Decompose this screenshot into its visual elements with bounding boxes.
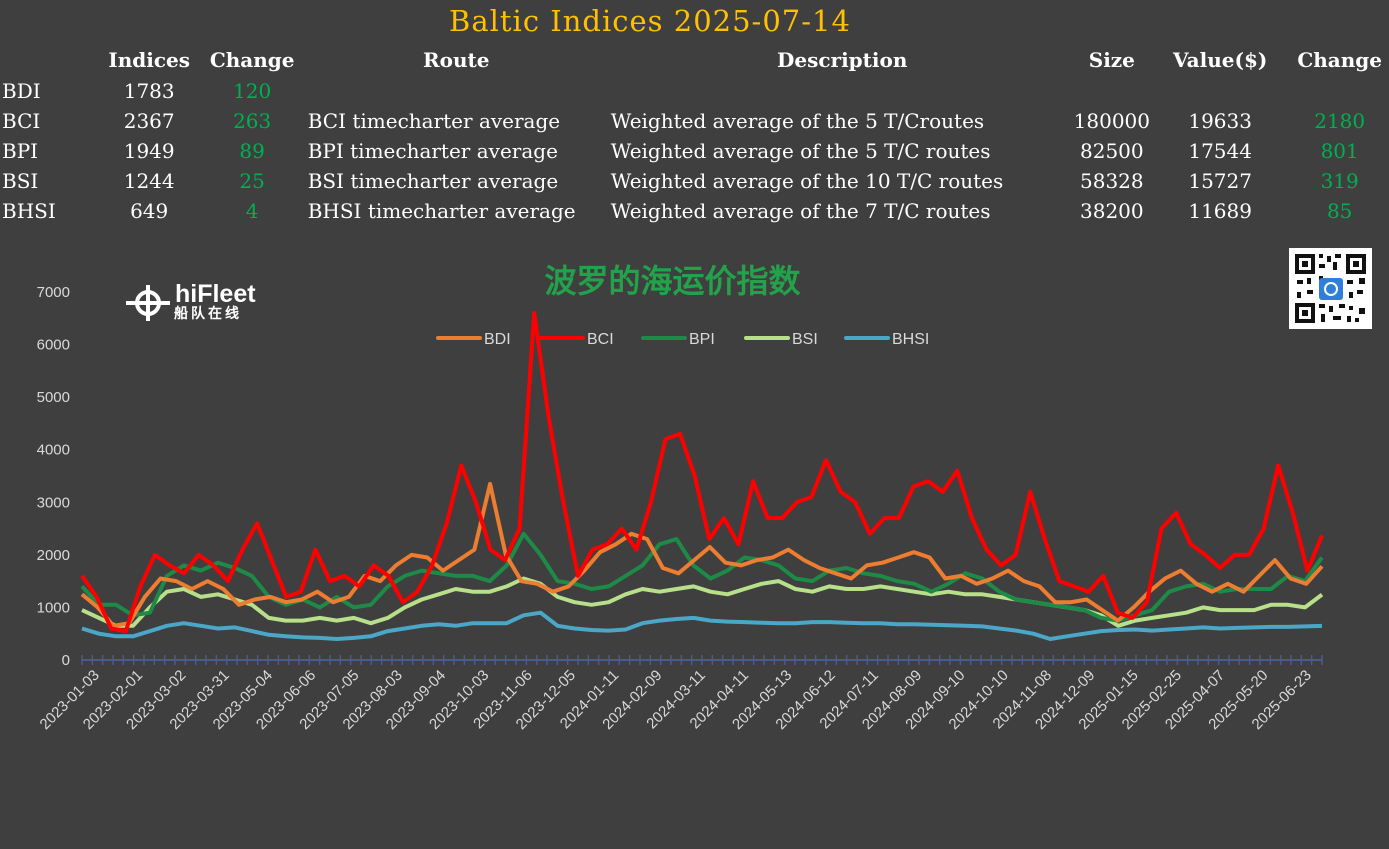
y-tick-label: 1000	[37, 599, 70, 616]
header-name	[2, 44, 98, 76]
header-change-value: Change	[1297, 48, 1382, 72]
indices-table: Indices Change Route Description Size Va…	[2, 44, 1389, 226]
y-tick-label: 3000	[37, 494, 70, 511]
cell-value: 17544	[1188, 139, 1252, 163]
cell-name: BCI	[2, 109, 41, 133]
y-axis: 0 1000 2000 3000 4000 5000 6000 7000	[37, 284, 70, 669]
header-value: Value($)	[1172, 48, 1268, 72]
brand-logo-text: hiFleet	[175, 280, 256, 308]
y-tick-label: 4000	[37, 442, 70, 459]
cell-description: Weighted average of the 5 T/C routes	[610, 139, 991, 163]
legend-label-bdi: BDI	[484, 331, 511, 348]
cell-size: 82500	[1080, 139, 1144, 163]
cell-route: BSI timecharter average	[307, 169, 559, 193]
cell-name: BHSI	[2, 199, 56, 223]
cell-change: 4	[245, 199, 259, 223]
series-line-bsi	[81, 576, 1324, 628]
series-line-bci	[80, 311, 1324, 634]
cell-value: 15727	[1188, 169, 1252, 193]
header-indices: Indices	[108, 48, 190, 72]
cell-name: BSI	[2, 169, 39, 193]
cell-value: 11689	[1188, 199, 1252, 223]
table-row-bci: BCI 2367 263 BCI timecharter average Weighte…	[2, 106, 1389, 136]
cell-size: 180000	[1073, 109, 1150, 133]
cell-index: 1949	[123, 139, 175, 163]
chart-legend: BDI BCI BPI BSI BHSI	[436, 331, 929, 348]
cell-change2: 2180	[1314, 109, 1366, 133]
cell-route: BHSI timecharter average	[307, 199, 576, 223]
cell-index: 2367	[123, 109, 175, 133]
legend-label-bpi: BPI	[689, 331, 715, 348]
cell-name: BPI	[2, 139, 39, 163]
cell-description: Weighted average of the 5 T/Croutes	[610, 109, 985, 133]
cell-change: 120	[233, 79, 272, 103]
table-header-row: Indices Change Route Description Size Va…	[2, 44, 1389, 76]
cell-size: 38200	[1080, 199, 1144, 223]
cell-description: Weighted average of the 7 T/C routes	[610, 199, 991, 223]
cell-route: BCI timecharter average	[307, 109, 561, 133]
cell-route	[304, 76, 605, 106]
header-change: Change	[209, 48, 295, 72]
cell-change: 25	[239, 169, 265, 193]
cell-route: BPI timecharter average	[307, 139, 558, 163]
cell-name: BDI	[2, 79, 41, 103]
header-size: Size	[1088, 48, 1135, 72]
baltic-indices-chart: BDI BCI BPI BSI BHSI 0 1000 2000 3000 4000 5000 60…	[37, 284, 1324, 733]
cell-change2: 319	[1320, 169, 1359, 193]
cell-description: Weighted average of the 10 T/C routes	[610, 169, 1004, 193]
ship-wheel-icon	[126, 285, 170, 321]
cell-value	[1150, 76, 1290, 106]
table-row-bhsi: BHSI 649 4 BHSI timecharter average Weighted…	[2, 196, 1389, 226]
cell-change: 263	[233, 109, 272, 133]
cell-change2: 801	[1320, 139, 1359, 163]
chart-title: 波罗的海运价指数	[544, 262, 801, 300]
y-tick-label: 5000	[37, 389, 70, 406]
cell-size	[1074, 76, 1150, 106]
header-route: Route	[423, 48, 490, 72]
y-tick-label: 2000	[37, 547, 70, 564]
chart-series	[80, 311, 1324, 641]
cell-description	[605, 76, 1074, 106]
qr-code-icon	[1289, 248, 1372, 329]
cell-change2: 85	[1326, 199, 1353, 223]
table-row-bsi: BSI 1244 25 BSI timecharter average Weighted…	[2, 166, 1389, 196]
legend-label-bhsi: BHSI	[892, 331, 929, 348]
table-row-bpi: BPI 1949 89 BPI timecharter average Weighted…	[2, 136, 1389, 166]
y-tick-label: 6000	[37, 337, 70, 354]
series-line-bhsi	[81, 610, 1323, 641]
cell-change: 89	[239, 139, 265, 163]
cell-index: 1783	[123, 79, 175, 103]
x-axis: 2023-01-032023-02-012023-03-022023-03-31…	[37, 655, 1323, 733]
cell-index: 1244	[123, 169, 175, 193]
legend-label-bci: BCI	[587, 331, 614, 348]
legend-label-bsi: BSI	[792, 331, 818, 348]
cell-size: 58328	[1080, 169, 1144, 193]
y-tick-label: 7000	[37, 284, 70, 301]
cell-value: 19633	[1188, 109, 1252, 133]
cell-change2	[1290, 76, 1389, 106]
table-row-bdi: BDI 1783 120	[2, 76, 1389, 106]
y-tick-label: 0	[62, 652, 70, 669]
page-title: Baltic Indices 2025-07-14	[449, 4, 851, 38]
series-line-bdi	[80, 481, 1324, 628]
brand-logo-subtitle: 船队在线	[174, 306, 242, 322]
header-description: Description	[777, 48, 908, 72]
cell-index: 649	[130, 199, 169, 223]
